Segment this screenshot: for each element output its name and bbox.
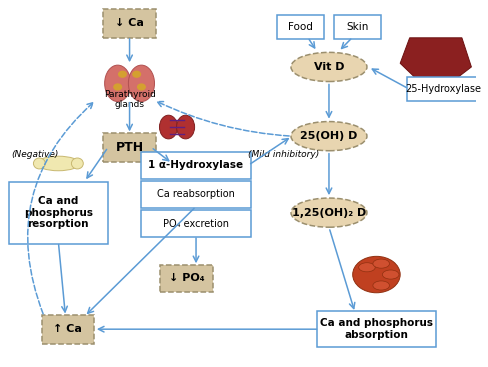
FancyBboxPatch shape xyxy=(407,77,478,101)
Text: ↓ Ca: ↓ Ca xyxy=(115,18,143,28)
Ellipse shape xyxy=(159,115,177,139)
Ellipse shape xyxy=(382,270,398,279)
Ellipse shape xyxy=(176,115,194,139)
FancyBboxPatch shape xyxy=(103,9,155,38)
Text: ↑ Ca: ↑ Ca xyxy=(53,324,82,334)
Text: (Negative): (Negative) xyxy=(11,150,58,159)
Polygon shape xyxy=(399,38,470,81)
Text: Vit D: Vit D xyxy=(313,62,344,72)
Ellipse shape xyxy=(290,52,366,81)
FancyBboxPatch shape xyxy=(316,311,435,348)
Ellipse shape xyxy=(37,156,80,171)
Circle shape xyxy=(119,71,126,77)
Circle shape xyxy=(114,84,121,90)
Text: 1 α-Hydroxylase: 1 α-Hydroxylase xyxy=(148,160,243,170)
Ellipse shape xyxy=(352,256,399,293)
FancyBboxPatch shape xyxy=(141,210,250,237)
Text: Ca and phosphorus
absorption: Ca and phosphorus absorption xyxy=(319,319,432,340)
Ellipse shape xyxy=(128,65,154,102)
FancyBboxPatch shape xyxy=(41,315,94,344)
Text: 25(OH) D: 25(OH) D xyxy=(300,131,357,141)
Text: 1,25(OH)₂ D: 1,25(OH)₂ D xyxy=(291,208,366,218)
Text: PTH: PTH xyxy=(115,141,143,153)
Text: PO₄ excretion: PO₄ excretion xyxy=(163,219,228,229)
Text: 25-Hydroxylase: 25-Hydroxylase xyxy=(404,84,480,94)
Ellipse shape xyxy=(372,259,389,268)
Text: Parathyroid
glands: Parathyroid glands xyxy=(103,90,155,109)
Text: (Mild inhibitory): (Mild inhibitory) xyxy=(248,150,319,159)
Text: Ca and
phosphorus
resorption: Ca and phosphorus resorption xyxy=(24,196,93,229)
FancyBboxPatch shape xyxy=(276,15,324,39)
Text: Ca reabsorption: Ca reabsorption xyxy=(157,189,235,199)
Ellipse shape xyxy=(290,121,366,151)
FancyBboxPatch shape xyxy=(141,181,250,208)
Ellipse shape xyxy=(290,198,366,227)
FancyBboxPatch shape xyxy=(103,132,155,161)
FancyBboxPatch shape xyxy=(160,265,212,292)
FancyBboxPatch shape xyxy=(8,182,108,244)
Ellipse shape xyxy=(358,263,374,272)
Text: Food: Food xyxy=(287,22,312,32)
Ellipse shape xyxy=(33,158,45,169)
Ellipse shape xyxy=(71,158,83,169)
Text: Skin: Skin xyxy=(346,22,368,32)
Text: ↓ PO₄: ↓ PO₄ xyxy=(168,273,204,283)
Circle shape xyxy=(137,84,145,90)
Ellipse shape xyxy=(104,65,130,102)
Circle shape xyxy=(133,71,140,77)
Ellipse shape xyxy=(372,281,389,290)
FancyBboxPatch shape xyxy=(141,152,250,179)
FancyBboxPatch shape xyxy=(333,15,381,39)
